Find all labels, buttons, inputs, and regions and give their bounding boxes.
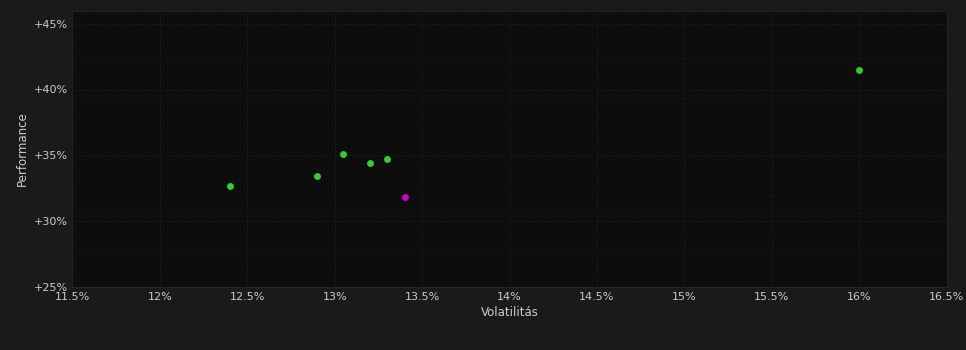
Point — [397, 195, 412, 200]
X-axis label: Volatilitás: Volatilitás — [481, 306, 538, 319]
Point — [336, 151, 352, 157]
Y-axis label: Performance: Performance — [16, 111, 29, 186]
Point — [380, 156, 395, 162]
Point — [362, 160, 378, 166]
Point — [309, 174, 325, 179]
Point — [851, 67, 867, 72]
Point — [222, 183, 238, 188]
